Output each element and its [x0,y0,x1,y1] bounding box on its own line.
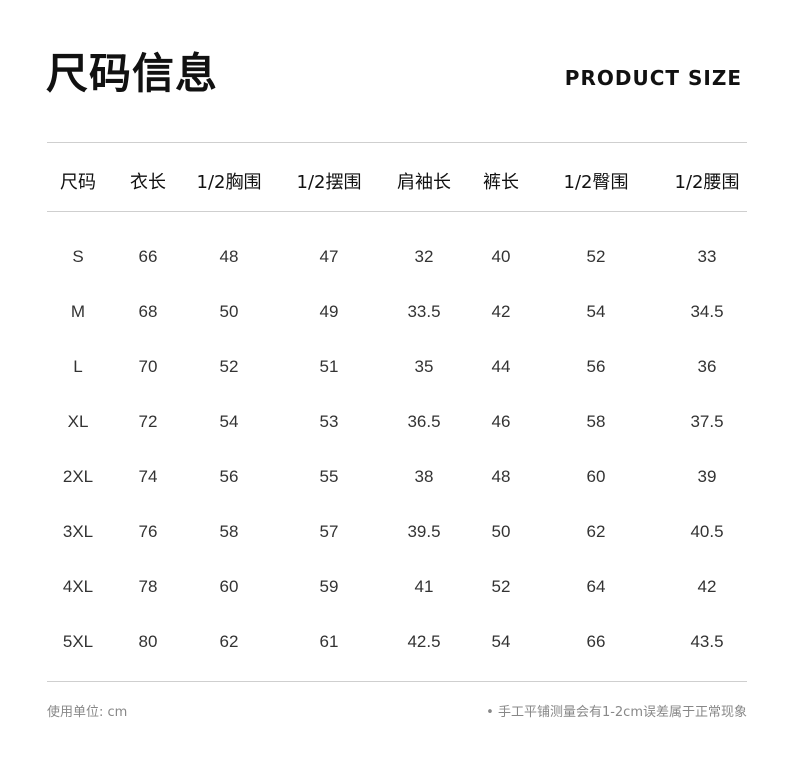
table-cell: L [73,357,83,376]
table-cell: 54 [586,302,606,321]
table-cell: 40.5 [690,522,724,541]
table-cell: 36 [697,357,717,376]
table-cell: 66 [138,247,158,266]
table-cell: 33.5 [407,302,441,321]
table-cell: 52 [491,577,511,596]
table-cell: 48 [491,467,511,486]
table-cell: S [72,247,84,266]
table-cell: 54 [219,412,239,431]
table-cell: 53 [319,412,339,431]
table-cell: 52 [586,247,606,266]
table-cell: 34.5 [690,302,724,321]
table-cell: 35 [414,357,434,376]
table-cell: 44 [491,357,511,376]
column-header: 尺码 [60,172,96,193]
table-cell: 4XL [62,577,94,596]
table-cell: 36.5 [407,412,441,431]
table-cell: 56 [586,357,606,376]
table-cell: 60 [586,467,606,486]
table-cell: 57 [319,522,339,541]
column-header: 1/2腰围 [674,172,740,193]
table-cell: 56 [219,467,239,486]
table-cell: 46 [491,412,511,431]
table-cell: 62 [586,522,606,541]
table-cell: 51 [319,357,339,376]
table-cell: 54 [491,632,511,651]
table-row: 4XL 78 60 59 41 52 64 42 [0,577,790,607]
table-cell: 39 [697,467,717,486]
table-cell: 42.5 [407,632,441,651]
table-cell: 3XL [62,522,94,541]
page-subtitle: PRODUCT SIZE [564,66,742,90]
table-cell: 49 [319,302,339,321]
table-row: S 66 48 47 32 40 52 33 [0,247,790,277]
table-row: XL 72 54 53 36.5 46 58 37.5 [0,412,790,442]
table-row: 5XL 80 62 61 42.5 54 66 43.5 [0,632,790,662]
table-row: 2XL 74 56 55 38 48 60 39 [0,467,790,497]
table-row: L 70 52 51 35 44 56 36 [0,357,790,387]
table-cell: 40 [491,247,511,266]
table-cell: 39.5 [407,522,441,541]
table-cell: 32 [414,247,434,266]
column-header: 肩袖长 [397,172,451,193]
column-header: 衣长 [130,172,166,193]
table-cell: 66 [586,632,606,651]
divider [47,681,747,682]
table-row: M 68 50 49 33.5 42 54 34.5 [0,302,790,332]
divider [47,142,747,143]
table-cell: 64 [586,577,606,596]
table-cell: 70 [138,357,158,376]
table-cell: 76 [138,522,158,541]
page-title: 尺码信息 [46,49,219,98]
table-cell: 61 [319,632,339,651]
divider [47,211,747,212]
table-cell: 58 [219,522,239,541]
column-header: 裤长 [483,172,519,193]
table-cell: 50 [219,302,239,321]
table-cell: 5XL [62,632,94,651]
table-cell: 47 [319,247,339,266]
table-cell: M [70,302,86,321]
table-cell: 78 [138,577,158,596]
table-cell: XL [67,412,89,431]
table-cell: 37.5 [690,412,724,431]
table-cell: 50 [491,522,511,541]
table-cell: 42 [491,302,511,321]
column-header: 1/2胸围 [196,172,262,193]
table-cell: 80 [138,632,158,651]
table-cell: 58 [586,412,606,431]
table-cell: 38 [414,467,434,486]
table-row: 3XL 76 58 57 39.5 50 62 40.5 [0,522,790,552]
unit-note: 使用单位: cm [47,705,128,720]
table-cell: 60 [219,577,239,596]
column-header: 1/2臀围 [563,172,629,193]
measurement-note: • 手工平铺测量会有1-2cm误差属于正常现象 [486,705,747,720]
table-cell: 42 [697,577,717,596]
table-cell: 68 [138,302,158,321]
table-cell: 43.5 [690,632,724,651]
table-cell: 41 [414,577,434,596]
table-cell: 33 [697,247,717,266]
table-cell: 72 [138,412,158,431]
table-cell: 52 [219,357,239,376]
table-cell: 48 [219,247,239,266]
table-cell: 55 [319,467,339,486]
table-cell: 59 [319,577,339,596]
table-cell: 74 [138,467,158,486]
table-cell: 62 [219,632,239,651]
table-header: 尺码 衣长 1/2胸围 1/2摆围 肩袖长 裤长 1/2臀围 1/2腰围 [0,168,790,198]
table-cell: 2XL [62,467,94,486]
column-header: 1/2摆围 [296,172,362,193]
